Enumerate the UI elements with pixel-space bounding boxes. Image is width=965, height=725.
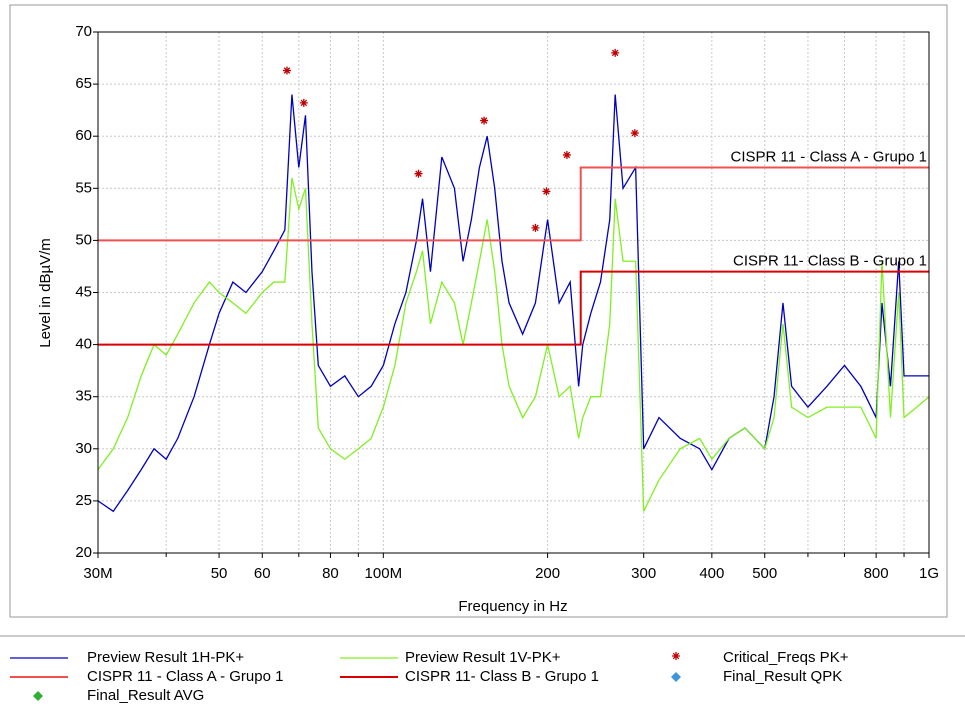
x-tick-label: 200 <box>535 565 560 582</box>
critical-marker <box>630 129 639 138</box>
x-tick-label: 100M <box>365 565 403 582</box>
critical-marker <box>542 187 551 196</box>
limit-label: CISPR 11- Class B - Grupo 1 <box>733 253 927 270</box>
y-tick-label: 70 <box>75 23 92 40</box>
critical-marker <box>282 66 291 75</box>
limit-line <box>98 166 929 242</box>
legend-label: Preview Result 1V-PK+ <box>405 649 561 666</box>
critical-marker <box>562 150 571 159</box>
x-tick-label: 80 <box>322 565 339 582</box>
critical-marker <box>299 98 308 107</box>
x-tick-label: 500 <box>752 565 777 582</box>
y-tick-label: 60 <box>75 127 92 144</box>
x-tick-label: 400 <box>699 565 724 582</box>
critical-marker <box>414 169 423 178</box>
legend-label: CISPR 11- Class B - Grupo 1 <box>405 668 599 685</box>
limit-label: CISPR 11 - Class A - Grupo 1 <box>731 148 927 165</box>
x-tick-label: 300 <box>631 565 656 582</box>
y-tick-label: 45 <box>75 283 92 300</box>
x-axis-label: Frequency in Hz <box>458 598 567 615</box>
x-tick-label: 60 <box>254 565 271 582</box>
critical-marker <box>611 48 620 57</box>
trace <box>97 94 929 513</box>
x-tick-label: 1G <box>919 565 939 582</box>
critical-marker <box>531 223 540 232</box>
y-tick-label: 65 <box>75 75 92 92</box>
y-tick-label: 55 <box>75 179 92 196</box>
y-tick-label: 50 <box>75 231 92 248</box>
legend-label: Final_Result AVG <box>87 687 204 704</box>
legend-swatch <box>672 652 680 660</box>
x-tick-label: 30M <box>83 565 112 582</box>
y-tick-label: 25 <box>75 492 92 509</box>
y-tick-label: 20 <box>75 544 92 561</box>
plot-border <box>97 31 930 554</box>
critical-marker <box>480 116 489 125</box>
x-tick-label: 800 <box>864 565 889 582</box>
legend-label: Critical_Freqs PK+ <box>723 649 849 666</box>
y-tick-label: 40 <box>75 336 92 353</box>
y-axis-label: Level in dBµV/m <box>37 238 54 348</box>
legend-label: CISPR 11 - Class A - Grupo 1 <box>87 668 283 685</box>
legend-label: Preview Result 1H-PK+ <box>87 649 244 666</box>
trace <box>97 177 930 512</box>
limit-line <box>98 270 929 346</box>
x-tick-label: 50 <box>211 565 228 582</box>
legend-label: Final_Result QPK <box>723 668 842 685</box>
y-tick-label: 30 <box>75 440 92 457</box>
legend-swatch <box>33 691 43 701</box>
y-tick-label: 35 <box>75 388 92 405</box>
legend-swatch <box>671 672 681 682</box>
